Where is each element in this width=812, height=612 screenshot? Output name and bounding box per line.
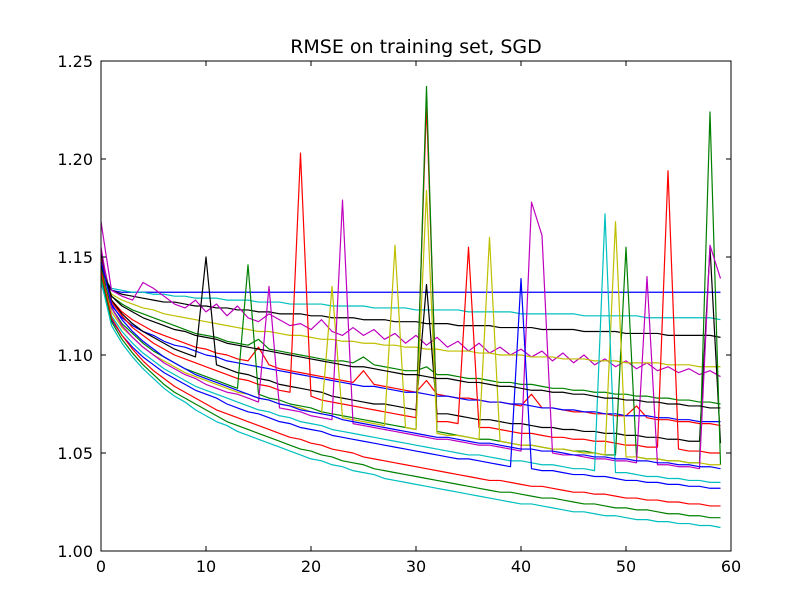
series-line-18 xyxy=(100,280,721,529)
y-tick-label: 1.25 xyxy=(57,52,93,71)
x-tick-label: 50 xyxy=(616,557,636,576)
series-line-1 xyxy=(100,278,721,293)
series-line-15 xyxy=(100,277,721,489)
x-tick-label: 60 xyxy=(721,557,741,576)
series-line-13 xyxy=(100,199,722,470)
series-line-4 xyxy=(100,221,721,378)
series-line-5 xyxy=(100,266,721,405)
series-line-14 xyxy=(100,213,721,483)
series-line-2 xyxy=(100,274,721,321)
series-line-16 xyxy=(100,270,721,507)
series-line-12 xyxy=(100,189,721,466)
series-line-19 xyxy=(100,264,721,409)
series-line-20 xyxy=(100,260,721,470)
series-line-17 xyxy=(100,276,721,519)
x-tick-label: 40 xyxy=(511,557,531,576)
series-line-9 xyxy=(100,246,722,444)
x-tick-label: 30 xyxy=(406,557,426,576)
x-tick-label: 10 xyxy=(196,557,216,576)
y-tick-label: 1.05 xyxy=(57,444,93,463)
y-tick-label: 1.15 xyxy=(57,248,93,267)
y-tick-label: 1.20 xyxy=(57,150,93,169)
series-layer xyxy=(100,85,722,529)
series-line-3 xyxy=(100,270,721,338)
chart-title: RMSE on training set, SGD xyxy=(290,36,542,58)
axis-layer: 0 10 20 30 40 50 60 1.00 1.05 1.10 1.15 1.20 1.25 xyxy=(57,52,741,576)
y-tick-label: 1.10 xyxy=(57,346,93,365)
series-line-10 xyxy=(100,103,721,454)
x-tick-label: 0 xyxy=(96,557,106,576)
y-tick-label: 1.00 xyxy=(57,542,93,561)
series-line-6 xyxy=(100,272,721,368)
x-tick-label: 20 xyxy=(301,557,321,576)
